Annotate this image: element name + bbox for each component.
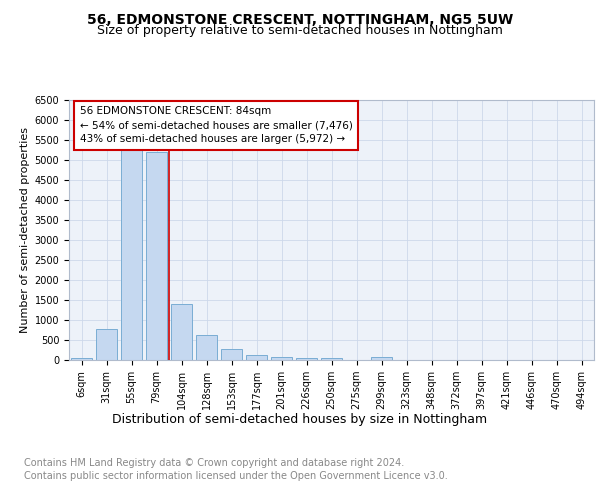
Bar	[296, 358, 317, 360]
Y-axis label: Number of semi-detached properties: Number of semi-detached properties	[20, 127, 31, 333]
Bar	[321, 358, 342, 360]
Bar	[271, 357, 292, 360]
Bar	[371, 357, 392, 360]
Bar	[71, 358, 92, 360]
Bar	[121, 148, 142, 360]
Text: Contains HM Land Registry data © Crown copyright and database right 2024.
Contai: Contains HM Land Registry data © Crown c…	[24, 458, 448, 480]
Text: Size of property relative to semi-detached houses in Nottingham: Size of property relative to semi-detach…	[97, 24, 503, 37]
Bar	[146, 152, 167, 360]
Bar	[171, 304, 192, 360]
Text: 56 EDMONSTONE CRESCENT: 84sqm
← 54% of semi-detached houses are smaller (7,476)
: 56 EDMONSTONE CRESCENT: 84sqm ← 54% of s…	[79, 106, 352, 144]
Bar	[246, 354, 267, 360]
Bar	[96, 329, 117, 360]
Text: Distribution of semi-detached houses by size in Nottingham: Distribution of semi-detached houses by …	[112, 412, 488, 426]
Bar	[196, 335, 217, 360]
Bar	[221, 349, 242, 360]
Text: 56, EDMONSTONE CRESCENT, NOTTINGHAM, NG5 5UW: 56, EDMONSTONE CRESCENT, NOTTINGHAM, NG5…	[87, 12, 513, 26]
